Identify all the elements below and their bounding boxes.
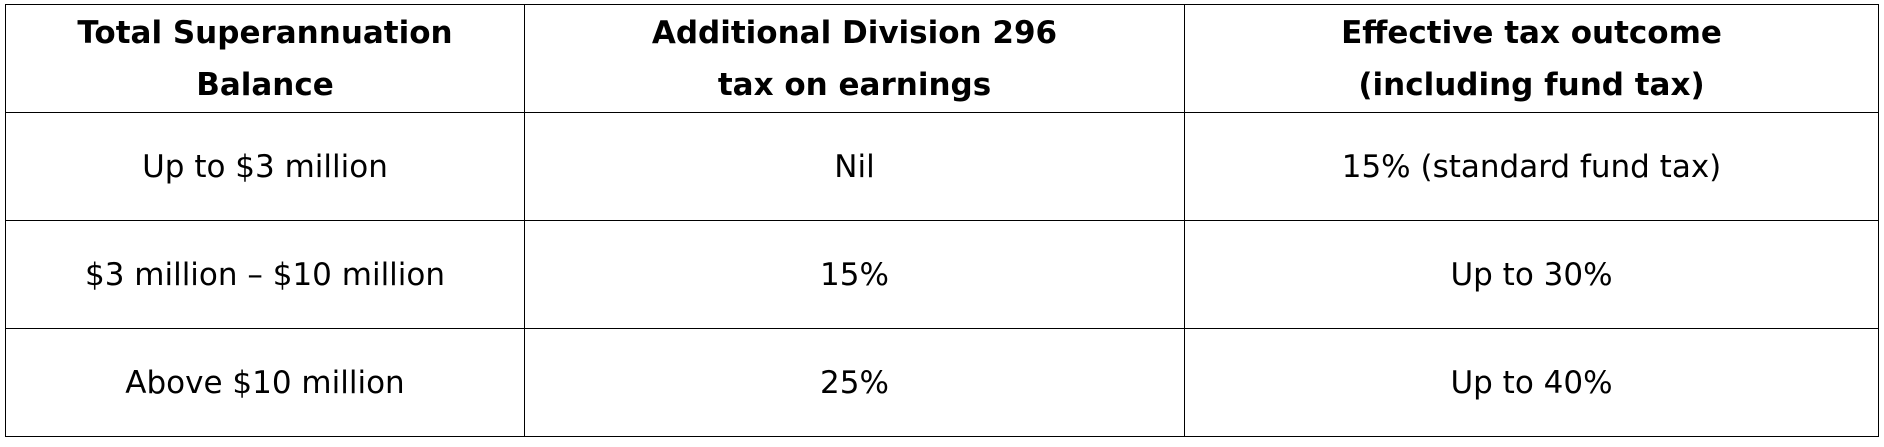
header-row: Total Superannuation Balance Additional … (5, 4, 1879, 113)
header-additional-div296-tax: Additional Division 296 tax on earnings (524, 4, 1185, 113)
header-label-line2: Balance (196, 66, 334, 103)
cell-effective-tax: Up to 40% (1184, 328, 1879, 437)
cell-additional-tax: 15% (524, 220, 1185, 329)
cell-effective-tax: Up to 30% (1184, 220, 1879, 329)
header-label-line2: tax on earnings (717, 66, 992, 103)
cell-balance: $3 million – $10 million (5, 220, 525, 329)
table-row: Up to $3 million Nil 15% (standard fund … (5, 112, 1879, 221)
table-row: $3 million – $10 million 15% Up to 30% (5, 220, 1879, 329)
cell-balance: Up to $3 million (5, 112, 525, 221)
header-label-line1: Effective tax outcome (1341, 14, 1722, 51)
cell-additional-tax: Nil (524, 112, 1185, 221)
header-label-line1: Additional Division 296 (651, 14, 1058, 51)
cell-effective-tax: 15% (standard fund tax) (1184, 112, 1879, 221)
header-label-line1: Total Superannuation (77, 14, 453, 51)
header-label-line2: (including fund tax) (1358, 66, 1705, 103)
cell-additional-tax: 25% (524, 328, 1185, 437)
table-body: Up to $3 million Nil 15% (standard fund … (5, 112, 1879, 437)
table-header: Total Superannuation Balance Additional … (5, 4, 1879, 113)
header-effective-tax-outcome: Effective tax outcome (including fund ta… (1184, 4, 1879, 113)
cell-balance: Above $10 million (5, 328, 525, 437)
table-row: Above $10 million 25% Up to 40% (5, 328, 1879, 437)
tax-rate-table: Total Superannuation Balance Additional … (5, 4, 1879, 437)
header-total-super-balance: Total Superannuation Balance (5, 4, 525, 113)
